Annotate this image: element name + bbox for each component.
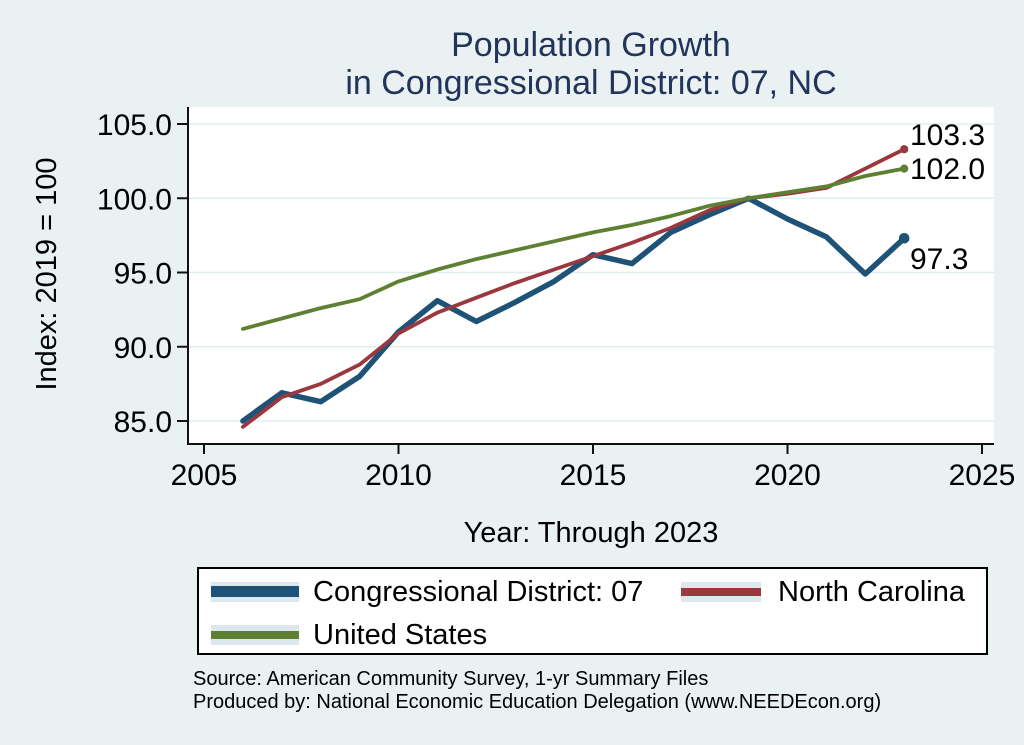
chart-title-line2: in Congressional District: 07, NC: [345, 64, 837, 102]
plot-area-background: [188, 107, 994, 444]
source-note: Source: American Community Survey, 1-yr …: [193, 668, 881, 714]
series-line-cd07: [240, 195, 907, 424]
legend-swatch-north-carolina: [681, 582, 761, 602]
x-tick-label: 2010: [365, 459, 432, 492]
y-tick-label: 105.0: [97, 109, 172, 142]
end-label-north-carolina: 103.3: [910, 119, 986, 152]
x-axis-title: Year: Through 2023: [463, 517, 719, 549]
legend-swatch-united-states: [211, 625, 299, 645]
produced-by-line: Produced by: National Economic Education…: [193, 691, 882, 713]
x-tick-label: 2020: [754, 459, 821, 492]
end-label-united-states: 102.0: [910, 153, 986, 186]
series-endpoint-us: [900, 164, 909, 173]
y-tick-label: 85.0: [114, 406, 172, 439]
legend-line-sample-north-carolina: [681, 588, 761, 596]
end-label-district-07: 97.3: [910, 243, 969, 276]
legend-label-district-07: Congressional District: 07: [313, 576, 644, 608]
legend-line-sample-district-07: [211, 586, 299, 597]
x-tick-label: 2005: [171, 459, 238, 492]
chart-title: Population Growth in Congressional Distr…: [188, 26, 994, 102]
source-line: Source: American Community Survey, 1-yr …: [193, 668, 709, 690]
y-axis-title: Index: 2019 = 100: [31, 157, 63, 391]
series-line-us: [240, 166, 907, 331]
legend-line-sample-united-states: [211, 631, 299, 639]
chart-title-line1: Population Growth: [451, 26, 731, 64]
legend-swatch-district-07: [211, 582, 299, 602]
legend: Congressional District: 07 North Carolin…: [197, 567, 988, 655]
series-endpoint-cd07: [898, 233, 910, 244]
legend-label-north-carolina: North Carolina: [778, 576, 965, 608]
x-tick-label: 2015: [560, 459, 627, 492]
y-tick-label: 90.0: [114, 332, 172, 365]
x-tick-label: 2025: [949, 459, 1016, 492]
series-endpoint-nc: [900, 145, 909, 154]
legend-label-united-states: United States: [313, 619, 488, 651]
y-tick-label: 95.0: [114, 258, 172, 291]
y-tick-label: 100.0: [97, 183, 172, 216]
